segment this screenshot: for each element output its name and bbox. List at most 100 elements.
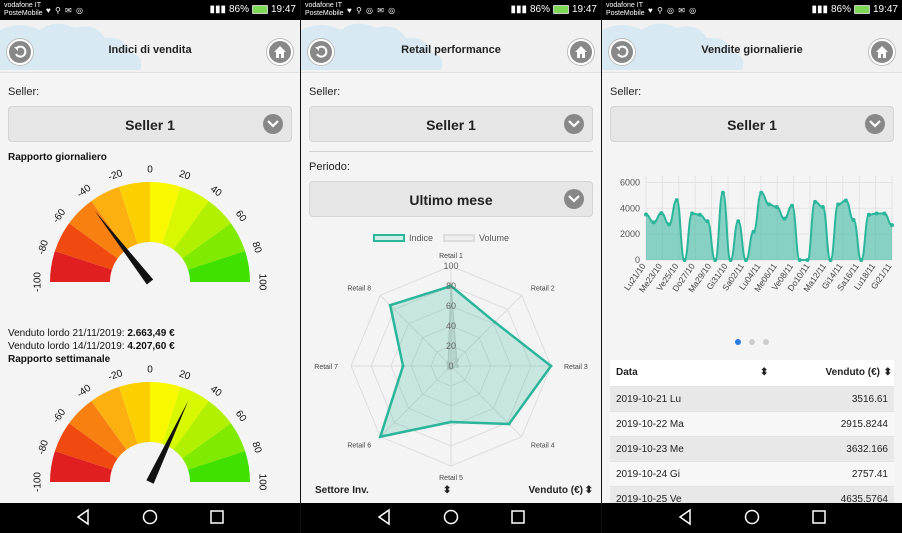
carrier-name: vodafone IT bbox=[305, 2, 342, 9]
legend-index-swatch[interactable] bbox=[373, 234, 405, 242]
col-sector[interactable]: Settore Inv. bbox=[315, 485, 369, 496]
gauge-tick-label: -80 bbox=[36, 238, 51, 256]
seller-value: Seller 1 bbox=[426, 117, 476, 133]
nav-back-icon[interactable] bbox=[377, 508, 391, 526]
gauge-tick-label: 40 bbox=[208, 384, 224, 400]
seller-value: Seller 1 bbox=[125, 117, 175, 133]
nav-home-icon[interactable] bbox=[442, 508, 460, 526]
gauge-segment bbox=[54, 223, 118, 270]
gauge-tick-label: 0 bbox=[147, 365, 153, 376]
gauge-tick-label: 20 bbox=[178, 169, 192, 183]
page-title: Vendite giornalierie bbox=[701, 44, 803, 56]
status-bar: vodafone IT PosteMobile ♥ ⚲ ◎ ✉ ◎ ▮▮▮ 86… bbox=[602, 0, 902, 20]
carousel-dot[interactable] bbox=[749, 339, 755, 345]
row-date: 2019-10-22 Ma bbox=[616, 419, 684, 430]
col-sold[interactable]: Venduto (€) bbox=[825, 367, 880, 378]
notification-icons: ♥ ⚲ ◎ ✉ ◎ bbox=[648, 6, 698, 15]
radar-category-label: Retail 8 bbox=[347, 286, 371, 293]
seller-select[interactable]: Seller 1 bbox=[309, 106, 593, 142]
cloud-decoration bbox=[301, 23, 443, 70]
radar-point bbox=[388, 303, 392, 307]
sort-icon[interactable]: ⬍ bbox=[443, 485, 452, 496]
legend-volume-label[interactable]: Volume bbox=[479, 233, 510, 243]
seller-select[interactable]: Seller 1 bbox=[8, 106, 292, 142]
gauge-tick-label: -100 bbox=[33, 272, 44, 292]
nav-home-icon[interactable] bbox=[141, 508, 159, 526]
back-button[interactable] bbox=[609, 39, 635, 65]
gauge-tick-label: 80 bbox=[249, 240, 263, 254]
nav-back-icon[interactable] bbox=[678, 508, 692, 526]
gauge-tick-label: 40 bbox=[208, 184, 224, 200]
gauge-tick-label: -60 bbox=[51, 207, 69, 226]
home-button[interactable] bbox=[267, 39, 293, 65]
sort-icon[interactable]: ⬍ bbox=[760, 367, 769, 378]
title-bar: Vendite giornalierie bbox=[602, 20, 902, 73]
gauge-segment bbox=[150, 182, 181, 244]
home-button[interactable] bbox=[568, 39, 594, 65]
legend-index-label[interactable]: Indice bbox=[409, 233, 434, 243]
gauge-segment bbox=[119, 182, 150, 244]
home-icon bbox=[876, 46, 888, 58]
carousel-dot[interactable] bbox=[763, 339, 769, 345]
data-point bbox=[836, 202, 841, 207]
col-sold[interactable]: Venduto (€) bbox=[528, 485, 583, 496]
nav-bar bbox=[602, 503, 902, 533]
radar-tick-label: 40 bbox=[446, 321, 456, 331]
y-tick-label: 2000 bbox=[620, 229, 640, 239]
radar-category-label: Retail 7 bbox=[314, 364, 338, 371]
screen-daily-sales: vodafone IT PosteMobile ♥ ⚲ ◎ ✉ ◎ ▮▮▮ 86… bbox=[602, 0, 902, 533]
status-right: ▮▮▮ 86% 19:47 bbox=[510, 4, 597, 15]
nav-home-icon[interactable] bbox=[743, 508, 761, 526]
row-sold: 3516.61 bbox=[851, 394, 888, 405]
gauge-tick-label: 0 bbox=[147, 165, 153, 176]
radar-point bbox=[378, 435, 382, 439]
table-row[interactable]: 2019-10-22 Ma 2915.8244 bbox=[610, 411, 894, 436]
radar-point bbox=[455, 364, 459, 368]
gauge-needle bbox=[94, 210, 154, 285]
row-sold: 3632.166 bbox=[846, 444, 888, 455]
radar-category-label: Retail 2 bbox=[531, 286, 555, 293]
period-select[interactable]: Ultimo mese bbox=[309, 181, 593, 217]
carousel-dot[interactable] bbox=[735, 339, 741, 345]
home-button[interactable] bbox=[869, 39, 895, 65]
gauge-tick-label: -100 bbox=[33, 472, 44, 492]
gauge-segment bbox=[188, 251, 250, 282]
gauge-segment bbox=[188, 451, 250, 482]
legend-volume-swatch[interactable] bbox=[443, 234, 476, 242]
data-point bbox=[659, 211, 664, 216]
back-button[interactable] bbox=[308, 39, 334, 65]
gauge-segment bbox=[69, 201, 127, 259]
gauge-segment bbox=[182, 423, 246, 470]
nav-back-icon[interactable] bbox=[76, 508, 90, 526]
nav-recents-icon[interactable] bbox=[209, 508, 225, 526]
seller-label: Seller: bbox=[309, 86, 341, 98]
table-row[interactable]: 2019-10-23 Me 3632.166 bbox=[610, 436, 894, 461]
table-row[interactable]: 2019-10-24 Gi 2757.41 bbox=[610, 461, 894, 486]
data-point bbox=[743, 258, 748, 262]
back-button[interactable] bbox=[7, 39, 33, 65]
battery-text: 86% bbox=[228, 4, 249, 15]
radar-tick-label: 0 bbox=[448, 361, 453, 371]
data-point bbox=[736, 219, 741, 224]
radar-category-label: Retail 3 bbox=[564, 364, 588, 371]
table-header: Data ⬍ Venduto (€) ⬍ bbox=[610, 360, 894, 386]
daily-report-title: Rapporto giornaliero bbox=[8, 152, 107, 163]
seller-select[interactable]: Seller 1 bbox=[610, 106, 894, 142]
sort-icon[interactable]: ⬍ bbox=[883, 367, 892, 378]
data-point bbox=[690, 211, 695, 216]
carrier-name-2: PosteMobile bbox=[606, 10, 645, 17]
signal-icon: ▮▮▮ bbox=[811, 4, 828, 15]
radar-series-indice bbox=[378, 284, 553, 439]
table-row[interactable]: 2019-10-21 Lu 3516.61 bbox=[610, 386, 894, 411]
sort-icon[interactable]: ⬍ bbox=[584, 485, 593, 496]
col-date[interactable]: Data bbox=[616, 367, 638, 378]
gauge-segment bbox=[182, 223, 246, 270]
radar-category-label: Retail 1 bbox=[439, 253, 463, 260]
signal-icon: ▮▮▮ bbox=[510, 4, 527, 15]
data-point bbox=[674, 198, 679, 203]
data-point bbox=[874, 211, 879, 216]
nav-recents-icon[interactable] bbox=[811, 508, 827, 526]
nav-recents-icon[interactable] bbox=[510, 508, 526, 526]
